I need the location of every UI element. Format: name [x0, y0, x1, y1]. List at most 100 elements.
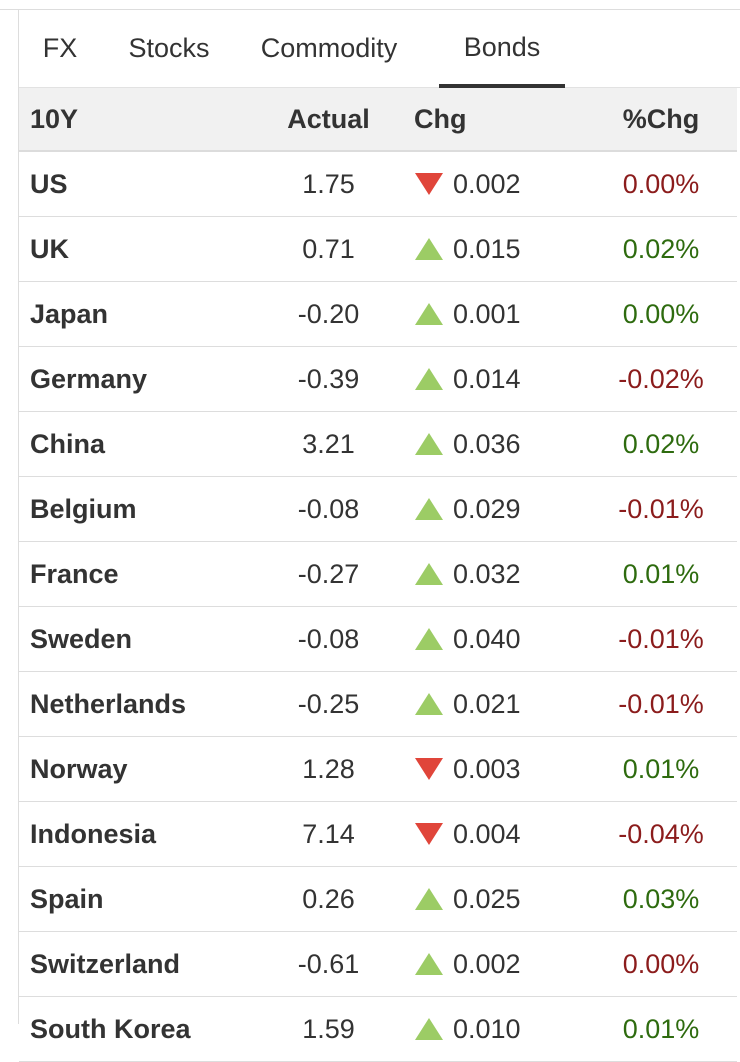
top-divider	[0, 9, 740, 10]
table-body: US 1.75 0.002 0.00% UK 0.71 0.015 0.02% Japan -0.…	[19, 151, 737, 1062]
country-name: Netherlands	[19, 671, 263, 737]
table-row[interactable]: US 1.75 0.002 0.00%	[19, 151, 737, 217]
change-value: 0.002	[453, 168, 521, 199]
table-row[interactable]: UK 0.71 0.015 0.02%	[19, 216, 737, 282]
change-cell: 0.040	[394, 606, 585, 672]
table-row[interactable]: Norway 1.28 0.003 0.01%	[19, 736, 737, 802]
country-name: China	[19, 411, 263, 477]
percent-change: 0.00%	[585, 151, 737, 217]
tab-commodity[interactable]: Commodity	[260, 33, 398, 63]
arrow-up-icon	[415, 692, 443, 715]
table-row[interactable]: Japan -0.20 0.001 0.00%	[19, 281, 737, 347]
percent-change: 0.01%	[585, 996, 737, 1062]
arrow-down-icon	[415, 757, 443, 780]
arrow-up-icon	[415, 497, 443, 520]
actual-yield: 1.28	[263, 736, 394, 802]
table-row[interactable]: Germany -0.39 0.014 -0.02%	[19, 346, 737, 412]
percent-change: 0.03%	[585, 866, 737, 932]
table-header-row: 10Y Actual Chg %Chg	[19, 88, 737, 152]
arrow-up-icon	[415, 1017, 443, 1040]
arrow-up-icon	[415, 237, 443, 260]
actual-yield: -0.20	[263, 281, 394, 347]
arrow-up-icon	[415, 952, 443, 975]
change-value: 0.010	[453, 1013, 521, 1044]
country-name: Germany	[19, 346, 263, 412]
country-name: Belgium	[19, 476, 263, 542]
table-row[interactable]: South Korea 1.59 0.010 0.01%	[19, 996, 737, 1062]
country-name: UK	[19, 216, 263, 282]
actual-yield: -0.08	[263, 476, 394, 542]
tab-stocks[interactable]: Stocks	[128, 33, 210, 63]
change-cell: 0.036	[394, 411, 585, 477]
change-cell: 0.002	[394, 931, 585, 997]
actual-yield: 3.21	[263, 411, 394, 477]
change-value: 0.002	[453, 948, 521, 979]
percent-change: 0.00%	[585, 931, 737, 997]
change-value: 0.015	[453, 233, 521, 264]
market-tabs: FX Stocks Commodity Bonds	[19, 10, 740, 88]
percent-change: 0.00%	[585, 281, 737, 347]
country-name: Spain	[19, 866, 263, 932]
country-name: US	[19, 151, 263, 217]
actual-yield: -0.39	[263, 346, 394, 412]
country-name: Switzerland	[19, 931, 263, 997]
actual-yield: 0.26	[263, 866, 394, 932]
country-name: Sweden	[19, 606, 263, 672]
actual-yield: -0.25	[263, 671, 394, 737]
actual-yield: 0.71	[263, 216, 394, 282]
change-value: 0.004	[453, 818, 521, 849]
percent-change: 0.01%	[585, 541, 737, 607]
table-row[interactable]: Switzerland -0.61 0.002 0.00%	[19, 931, 737, 997]
change-cell: 0.003	[394, 736, 585, 802]
actual-yield: -0.08	[263, 606, 394, 672]
tab-bonds[interactable]: Bonds	[439, 10, 565, 88]
country-name: South Korea	[19, 996, 263, 1062]
percent-change: -0.01%	[585, 606, 737, 672]
markets-panel: FX Stocks Commodity Bonds 10Y Actual Chg…	[18, 10, 740, 1062]
arrow-up-icon	[415, 432, 443, 455]
table-row[interactable]: Sweden -0.08 0.040 -0.01%	[19, 606, 737, 672]
table-row[interactable]: Netherlands -0.25 0.021 -0.01%	[19, 671, 737, 737]
change-value: 0.025	[453, 883, 521, 914]
column-header-country[interactable]: 10Y	[19, 88, 263, 152]
change-value: 0.021	[453, 688, 521, 719]
table-row[interactable]: France -0.27 0.032 0.01%	[19, 541, 737, 607]
arrow-up-icon	[415, 302, 443, 325]
actual-yield: -0.27	[263, 541, 394, 607]
change-value: 0.040	[453, 623, 521, 654]
actual-yield: 1.75	[263, 151, 394, 217]
change-value: 0.001	[453, 298, 521, 329]
country-name: Japan	[19, 281, 263, 347]
change-value: 0.014	[453, 363, 521, 394]
column-header-pct-chg[interactable]: %Chg	[585, 88, 737, 152]
change-value: 0.032	[453, 558, 521, 589]
table-row[interactable]: Indonesia 7.14 0.004 -0.04%	[19, 801, 737, 867]
table-row[interactable]: China 3.21 0.036 0.02%	[19, 411, 737, 477]
percent-change: -0.04%	[585, 801, 737, 867]
arrow-down-icon	[415, 172, 443, 195]
column-header-actual[interactable]: Actual	[263, 88, 394, 152]
table-row[interactable]: Spain 0.26 0.025 0.03%	[19, 866, 737, 932]
arrow-up-icon	[415, 367, 443, 390]
tab-fx[interactable]: FX	[42, 33, 78, 63]
change-cell: 0.032	[394, 541, 585, 607]
percent-change: -0.01%	[585, 671, 737, 737]
change-cell: 0.004	[394, 801, 585, 867]
change-cell: 0.002	[394, 151, 585, 217]
percent-change: 0.02%	[585, 216, 737, 282]
arrow-up-icon	[415, 887, 443, 910]
country-name: Norway	[19, 736, 263, 802]
actual-yield: -0.61	[263, 931, 394, 997]
table-row[interactable]: Belgium -0.08 0.029 -0.01%	[19, 476, 737, 542]
bonds-table: 10Y Actual Chg %Chg US 1.75 0.002 0.00% UK 0.…	[19, 88, 737, 1062]
change-cell: 0.025	[394, 866, 585, 932]
country-name: France	[19, 541, 263, 607]
percent-change: 0.02%	[585, 411, 737, 477]
change-value: 0.036	[453, 428, 521, 459]
column-header-chg[interactable]: Chg	[394, 88, 585, 152]
arrow-up-icon	[415, 627, 443, 650]
change-cell: 0.001	[394, 281, 585, 347]
country-name: Indonesia	[19, 801, 263, 867]
percent-change: 0.01%	[585, 736, 737, 802]
arrow-down-icon	[415, 822, 443, 845]
